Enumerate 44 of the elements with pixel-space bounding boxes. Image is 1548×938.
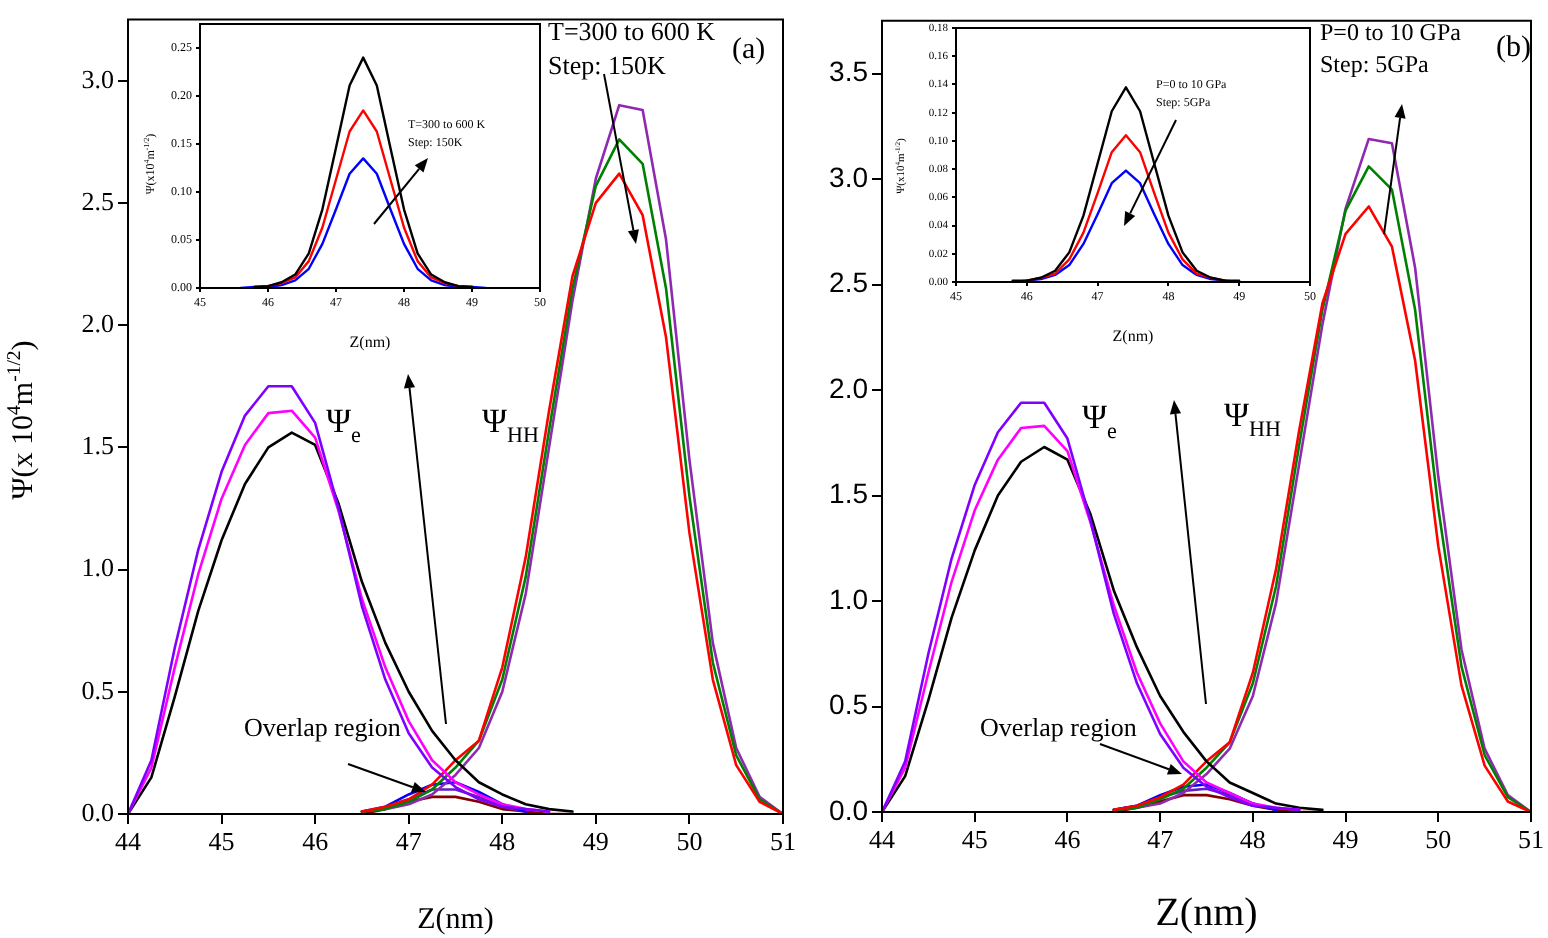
x-tick-label: 48 [1239, 824, 1266, 855]
annotation: Overlap region [980, 712, 1138, 742]
y-tick-label: 0.5 [829, 688, 869, 721]
x-tick-label: 50 [1425, 824, 1452, 855]
x-tick-label: 49 [582, 826, 609, 857]
x-tick-label: 47 [395, 826, 423, 857]
x-tick-label: 46 [1054, 824, 1082, 855]
y-tick-label: 1.5 [81, 430, 114, 461]
annotation: (a) [732, 34, 766, 66]
y-tick-label: 1.0 [81, 552, 114, 583]
x-tick-label: 46 [302, 826, 330, 857]
x-tick-label: 45 [961, 824, 988, 855]
x-tick-label: 49 [1332, 824, 1359, 855]
x-axis-title: Z(nm) [1112, 326, 1155, 345]
x-tick-label: 51 [770, 826, 796, 857]
y-tick-label: 3.0 [81, 63, 114, 94]
y-tick-label: 2.0 [829, 371, 869, 404]
annotation: (b) [1496, 32, 1531, 64]
annotation: T=300 to 600 K [548, 16, 717, 46]
y-tick-label: 2.0 [81, 307, 114, 338]
y-tick-label: 1.0 [829, 582, 869, 615]
x-tick-label: 45 [208, 826, 235, 857]
y-tick-label: 0.0 [829, 793, 869, 826]
y-tick-label: 0.5 [81, 674, 114, 705]
annotation: P=0 to 10 GPa [1320, 18, 1463, 46]
annotation: Overlap region [244, 712, 402, 742]
x-tick-label: 44 [115, 826, 142, 857]
x-tick-label: 47 [1147, 824, 1175, 855]
x-tick-label: 50 [676, 826, 703, 857]
x-tick-label: 51 [1518, 824, 1544, 855]
x-axis-title: Z(nm) [417, 903, 494, 936]
x-tick-label: 48 [489, 826, 516, 857]
y-axis-title: Ψ(x 104m-1/2) [4, 340, 40, 500]
y-tick-label: 3.5 [829, 55, 869, 88]
y-tick-label: 2.5 [81, 185, 114, 216]
y-tick-label: 1.5 [829, 477, 869, 510]
y-tick-label: 3.0 [829, 160, 869, 193]
annotation: Step: 5GPa [1320, 50, 1431, 78]
x-axis-title: Z(nm) [1155, 890, 1258, 935]
x-axis-title: Z(nm) [349, 332, 392, 351]
annotation: Step: 150K [548, 50, 667, 80]
y-tick-label: 2.5 [829, 266, 869, 299]
y-tick-label: 0.0 [81, 796, 114, 827]
x-tick-label: 44 [869, 824, 896, 855]
